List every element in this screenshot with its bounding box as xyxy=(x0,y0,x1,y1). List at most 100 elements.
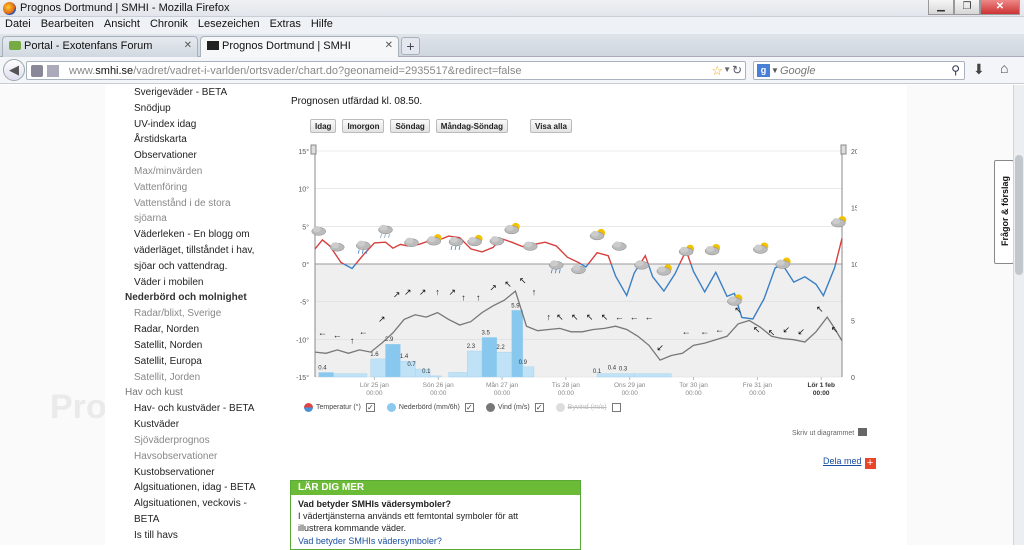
legend-swatch-icon xyxy=(386,403,396,412)
url-text[interactable]: www.smhi.se/vadret/vadret-i-varlden/orts… xyxy=(69,65,522,77)
page-scrollbar[interactable] xyxy=(1013,85,1024,545)
range-idag-button[interactable]: Idag xyxy=(310,119,337,133)
sidebar-item[interactable]: Observationer xyxy=(134,150,197,162)
sidebar-item[interactable]: Årstidskarta xyxy=(134,134,187,146)
menu-bearbeiten[interactable]: Bearbeiten xyxy=(40,18,94,30)
printer-icon[interactable] xyxy=(858,428,868,436)
rain-drop-icon xyxy=(361,249,364,254)
restore-button[interactable]: ❐ xyxy=(954,0,980,15)
site-identity-icon[interactable] xyxy=(31,65,43,77)
sidebar-item[interactable]: sjöar och vattendrag. xyxy=(134,260,228,272)
sidebar-item[interactable]: Havsobservationer xyxy=(134,450,218,462)
scrollbar-thumb[interactable] xyxy=(1015,155,1023,275)
history-dropdown-icon[interactable]: ▼ xyxy=(723,65,731,74)
close-tab-icon[interactable]: ✕ xyxy=(183,40,192,51)
menu-chronik[interactable]: Chronik xyxy=(149,18,188,30)
back-button[interactable]: ◀ xyxy=(3,59,25,81)
tab-smhi[interactable]: Prognos Dortmund | SMHI ✕ xyxy=(200,36,399,58)
cloud-puff xyxy=(505,224,514,231)
sidebar-item[interactable]: Hav och kust xyxy=(125,387,183,399)
legend-item[interactable]: Vind (m/s) ✓ xyxy=(485,403,544,412)
range-visa-alla-button[interactable]: Visa alla xyxy=(530,119,572,133)
legend-item[interactable]: Byvind (m/s) xyxy=(555,403,621,412)
menu-datei[interactable]: Datei xyxy=(5,18,31,30)
navigation-bar: ◀ www.smhi.se/vadret/vadret-i-varlden/or… xyxy=(0,57,1024,84)
range-handle-left-icon[interactable] xyxy=(310,144,317,155)
sidebar-item[interactable]: Vattenföring xyxy=(134,181,188,193)
legend-item[interactable]: Temperatur (°) ✓ xyxy=(304,403,375,412)
sidebar-item[interactable]: Kustväder xyxy=(134,419,180,431)
sidebar-item[interactable]: Väder i mobilen xyxy=(134,276,204,288)
precip-bar xyxy=(522,366,535,378)
tab-exotenfans[interactable]: Portal - Exotenfans Forum ✕ xyxy=(2,36,198,57)
sidebar-item[interactable]: sjöarna xyxy=(134,213,167,225)
sidebar-item[interactable]: väderläget, tillståndet i hav, xyxy=(134,244,255,256)
share-link[interactable]: Dela med + xyxy=(823,456,876,469)
range-imorgon-button[interactable]: Imorgon xyxy=(342,119,385,133)
new-tab-button[interactable]: + xyxy=(401,37,420,55)
sidebar-item[interactable]: Kustobservationer xyxy=(134,466,215,478)
minimize-button[interactable]: ▁ xyxy=(928,0,954,15)
range-mandag-sondag-button[interactable]: Måndag-Söndag xyxy=(435,119,509,133)
close-window-button[interactable]: ✕ xyxy=(980,0,1020,15)
sidebar-item[interactable]: Satellit, Norden xyxy=(134,339,203,351)
precip-label: 0.1 xyxy=(593,369,602,375)
legend-checkbox[interactable]: ✓ xyxy=(464,403,474,412)
bookmark-star-icon[interactable]: ☆ xyxy=(711,63,723,78)
weather-symbol-icon xyxy=(426,234,442,246)
weather-symbol-icon xyxy=(489,236,505,246)
cloud-puff xyxy=(754,244,763,251)
wind-arrow-icon: ← xyxy=(359,327,368,337)
sidebar-item[interactable]: Satellit, Jorden xyxy=(134,371,201,383)
search-icon[interactable]: ⚲ xyxy=(951,63,960,77)
feedback-tab[interactable]: Frågor & förslag xyxy=(994,160,1014,264)
sidebar-item[interactable]: Snödjup xyxy=(134,102,171,114)
close-tab-icon[interactable]: ✕ xyxy=(384,40,393,51)
sidebar-item[interactable]: Vattenstånd i de stora xyxy=(134,197,231,209)
print-chart-link[interactable]: Skriv ut diagrammet xyxy=(792,428,868,437)
address-bar[interactable]: www.smhi.se/vadret/vadret-i-varlden/orts… xyxy=(26,61,746,80)
cloud-puff xyxy=(490,236,499,243)
sidebar-item[interactable]: Väderleken - En blogg om xyxy=(134,229,250,241)
home-icon[interactable]: ⌂ xyxy=(1000,60,1009,76)
sidebar-item[interactable]: BETA xyxy=(134,513,160,525)
range-handle-right-icon[interactable] xyxy=(840,144,847,155)
engine-dropdown-icon[interactable]: ▼ xyxy=(771,66,779,75)
search-bar[interactable]: g ▼ Google ⚲ xyxy=(753,61,965,80)
downloads-icon[interactable]: ⬇ xyxy=(973,61,985,77)
legend-checkbox[interactable]: ✓ xyxy=(534,403,544,412)
precip-bar xyxy=(596,373,635,378)
legend-label: Temperatur (°) xyxy=(316,404,361,411)
sidebar-item[interactable]: Radar, Norden xyxy=(134,324,200,336)
sidebar-item[interactable]: Algsituationen, veckovis - xyxy=(134,498,247,510)
wind-arrow-icon: ↗ xyxy=(404,287,412,297)
sidebar-item[interactable]: Sjöväderprognos xyxy=(134,434,210,446)
sidebar-item[interactable]: Sverigeväder - BETA xyxy=(134,87,228,98)
sidebar-item[interactable]: UV-index idag xyxy=(134,118,197,130)
google-engine-icon[interactable]: g xyxy=(757,64,770,77)
reload-icon[interactable]: ↻ xyxy=(731,63,742,77)
learn-more-link[interactable]: Vad betyder SMHIs vädersymboler? xyxy=(298,536,442,546)
sidebar-item[interactable]: Hav- och kustväder - BETA xyxy=(134,403,255,415)
plus-icon[interactable]: + xyxy=(864,458,876,469)
sidebar-item[interactable]: Is till havs xyxy=(134,529,178,541)
sidebar-item[interactable]: Radar/blixt, Sverige xyxy=(134,308,222,320)
wind-series-line xyxy=(314,289,843,361)
sidebar-item[interactable]: Algsituationen, idag - BETA xyxy=(134,482,256,494)
legend-checkbox[interactable] xyxy=(611,403,621,412)
sidebar-item[interactable]: Nederbörd och molnighet xyxy=(125,292,247,304)
legend-checkbox[interactable]: ✓ xyxy=(365,403,375,412)
precip-label: 0.4 xyxy=(318,365,327,371)
sidebar-item[interactable]: Max/minvärden xyxy=(134,165,203,177)
legend-item[interactable]: Nederbörd (mm/6h) ✓ xyxy=(386,403,474,412)
cloud-puff xyxy=(832,218,841,225)
range-sondag-button[interactable]: Söndag xyxy=(390,119,430,133)
menu-lesezeichen[interactable]: Lesezeichen xyxy=(197,18,260,30)
menu-ansicht[interactable]: Ansicht xyxy=(103,18,140,30)
menu-hilfe[interactable]: Hilfe xyxy=(310,18,333,30)
learn-more-question: Vad betyder SMHIs vädersymboler? xyxy=(298,499,452,509)
precip-label: 2.2 xyxy=(496,345,505,351)
sidebar-item[interactable]: Satellit, Europa xyxy=(134,355,202,367)
menu-extras[interactable]: Extras xyxy=(269,18,301,30)
rain-drop-icon xyxy=(554,269,557,274)
